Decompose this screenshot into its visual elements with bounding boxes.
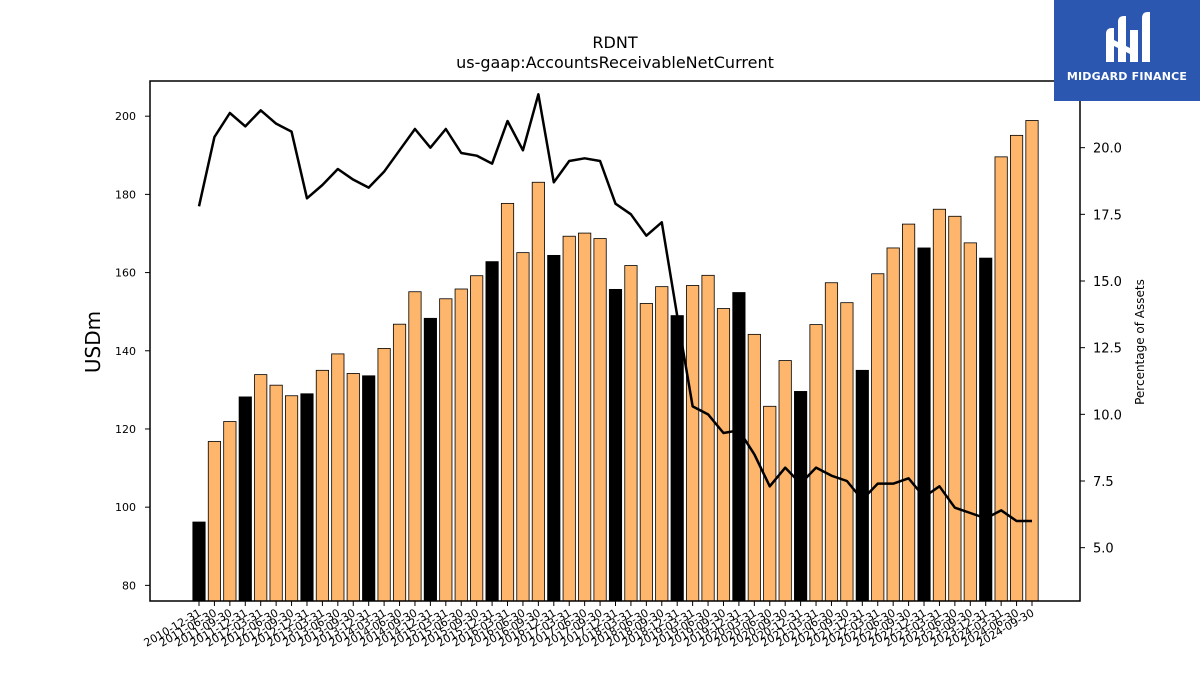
bar-2024-03-31 (994, 156, 1008, 602)
y-tick-label: 180 (115, 188, 136, 201)
y2-tick-label: 12.5 (1093, 342, 1122, 357)
bar-2013-03-31 (315, 369, 329, 602)
bar-2023-06-30 (948, 215, 962, 602)
bar-2013-12-31 (362, 375, 376, 602)
bar-2022-06-30 (886, 247, 900, 602)
bar-2014-03-31 (377, 348, 391, 602)
midgard-m-logo-icon (1106, 12, 1150, 62)
bar-2019-06-30 (701, 274, 715, 602)
bar-2017-09-30 (593, 238, 607, 602)
y2-tick-label: 17.5 (1093, 208, 1122, 223)
y-tick-label: 140 (115, 345, 136, 358)
bar-2018-09-30 (655, 286, 669, 602)
bar-2013-09-30 (346, 373, 360, 602)
bar-2012-12-31 (300, 393, 314, 602)
bar-2017-06-30 (578, 232, 592, 602)
brand-name: MIDGARD FINANCE (1066, 70, 1188, 83)
bar-2015-03-31 (439, 298, 453, 602)
bar-2010-12-31 (192, 521, 206, 602)
bar-2019-12-31 (732, 292, 746, 602)
bar-2014-09-30 (408, 291, 422, 602)
bar-2016-12-31 (547, 254, 561, 602)
bar-2018-03-31 (624, 265, 638, 602)
bar-2023-09-30 (963, 242, 977, 602)
bar-2021-09-30 (840, 302, 854, 602)
bar-2012-09-30 (284, 395, 299, 602)
y2-tick-label: 20.0 (1093, 142, 1122, 157)
bar-2014-06-30 (392, 323, 407, 602)
bar-2021-12-31 (855, 369, 869, 602)
bar-2023-12-31 (979, 257, 993, 602)
bar-2012-03-31 (254, 374, 268, 602)
bar-2017-03-31 (562, 235, 576, 602)
y2-tick-label: 5.0 (1093, 542, 1114, 557)
y-tick-label: 200 (115, 110, 136, 123)
bar-2024-06-30 (1010, 134, 1024, 602)
bars-layer (192, 120, 1039, 602)
chart-subtitle: us-gaap:AccountsReceivableNetCurrent (456, 53, 774, 72)
bar-2015-09-30 (470, 275, 484, 602)
bar-2022-03-31 (871, 273, 885, 602)
bar-2017-12-31 (608, 288, 623, 602)
brand-logo: MIDGARD FINANCE (1054, 0, 1200, 101)
bar-2020-06-30 (763, 405, 777, 602)
bar-2016-09-30 (531, 181, 545, 602)
bar-2024-09-30 (1025, 120, 1039, 602)
bar-2023-03-31 (932, 208, 947, 602)
bar-2011-12-31 (238, 396, 252, 602)
bar-2021-06-30 (824, 282, 839, 602)
bar-2015-06-30 (454, 288, 468, 602)
bar-2018-06-30 (639, 303, 653, 602)
y-tick-label: 160 (115, 267, 136, 280)
y2-tick-label: 7.5 (1093, 475, 1114, 490)
percentage-line (197, 93, 1032, 523)
bar-2021-03-31 (809, 324, 823, 602)
bar-2015-12-31 (485, 261, 499, 602)
y2-tick-label: 10.0 (1093, 408, 1122, 423)
bar-2019-09-30 (716, 308, 731, 602)
bar-2020-12-31 (794, 391, 808, 602)
bar-2016-03-31 (500, 202, 515, 602)
chart-title: RDNT (592, 33, 637, 52)
bar-2022-09-30 (902, 223, 916, 602)
y-tick-label: 100 (115, 501, 136, 514)
bar-2020-09-30 (778, 360, 792, 602)
y-axis-label: USDm (81, 311, 105, 373)
bar-2019-03-31 (686, 285, 700, 602)
bar-2022-12-31 (917, 247, 931, 602)
bar-2011-09-30 (223, 421, 237, 602)
bar-2020-03-31 (747, 333, 761, 602)
line-layer (197, 93, 1032, 523)
bar-2014-12-31 (423, 317, 437, 602)
y2-axis-label: Percentage of Assets (1133, 279, 1147, 405)
bar-2013-06-30 (331, 353, 345, 602)
bar-2018-12-31 (670, 315, 684, 602)
bar-2011-06-30 (207, 441, 221, 602)
axes-layer: 80 100 120 140 160 180 200 5.0 7.5 10.0 12.5 15.0 17… (115, 80, 1122, 650)
y-tick-label: 80 (122, 579, 136, 592)
y-tick-label: 120 (115, 423, 136, 436)
bar-2012-06-30 (269, 384, 283, 602)
bar-2016-06-30 (516, 252, 530, 602)
y2-tick-label: 15.0 (1093, 275, 1122, 290)
